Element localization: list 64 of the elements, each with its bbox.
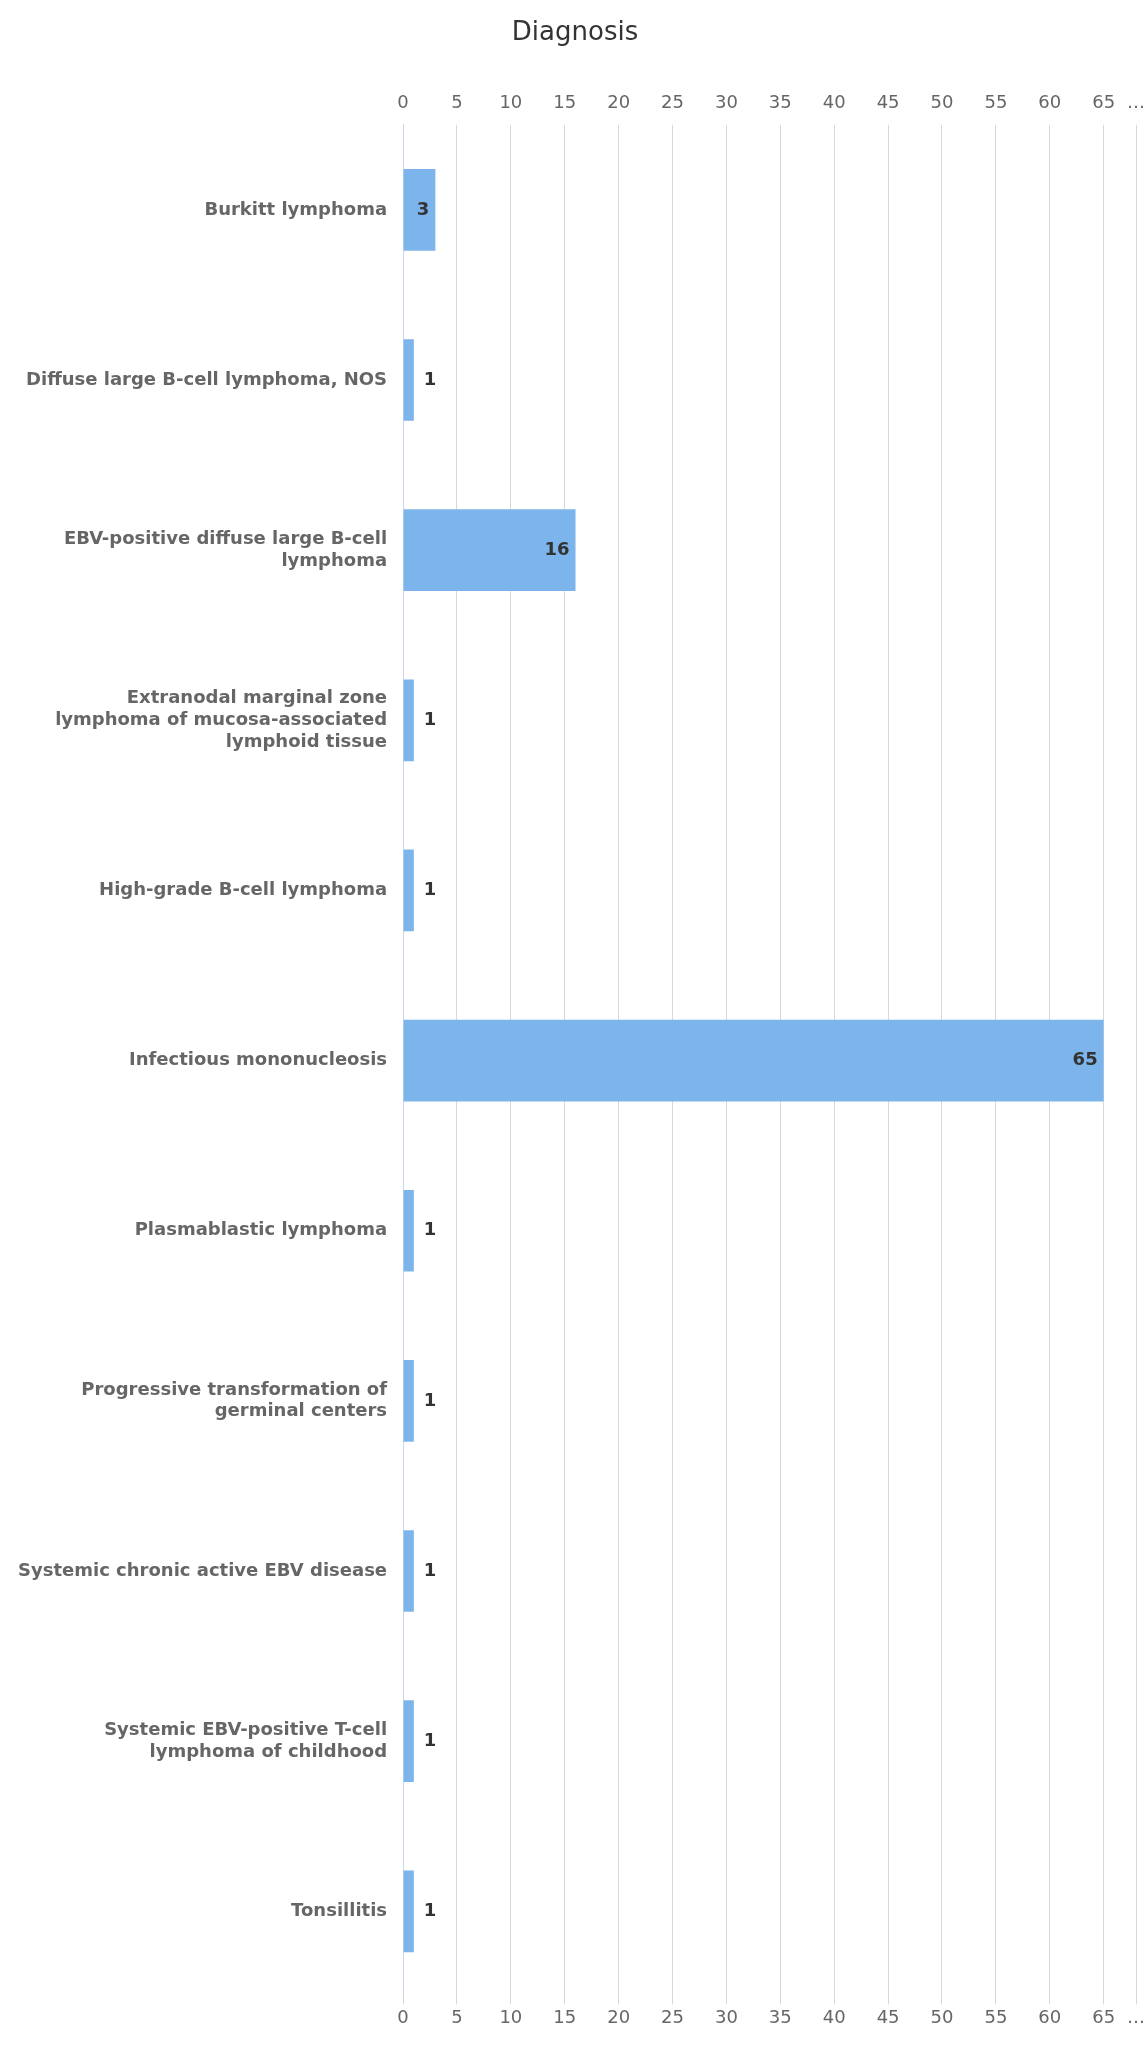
y-tick-label: Progressive transformation of germinal centers bbox=[81, 1377, 388, 1421]
data-label: 1 bbox=[423, 1388, 437, 1410]
y-tick-label: Burkitt lymphoma bbox=[204, 197, 388, 219]
x-tick-label: 65 bbox=[1092, 2005, 1116, 2027]
x-tick-label: 5 bbox=[451, 2005, 463, 2027]
y-tick-label: Systemic chronic active EBV disease bbox=[18, 1558, 388, 1580]
data-label: 1 bbox=[423, 878, 437, 900]
x2-tick-label: 25 bbox=[661, 90, 684, 112]
x2-tick-label: 15 bbox=[553, 90, 577, 112]
x2-tick-label: 60 bbox=[1038, 90, 1062, 112]
data-label: 1 bbox=[423, 1728, 437, 1750]
x-tick-label: 0 bbox=[397, 2005, 409, 2027]
bar bbox=[403, 1360, 414, 1442]
x2-tick-label: 40 bbox=[822, 90, 846, 112]
bar bbox=[403, 1700, 414, 1783]
bar bbox=[403, 1019, 1104, 1102]
y-tick-label: High-grade B-cell lymphoma bbox=[99, 878, 388, 900]
x2-tick-label: … bbox=[1127, 90, 1145, 112]
x-tick-label: 55 bbox=[984, 2005, 1008, 2027]
x-tick-label: 25 bbox=[661, 2005, 684, 2027]
x-tick-label: 20 bbox=[607, 2005, 631, 2027]
bar bbox=[403, 1870, 414, 1953]
x-tick-label: 50 bbox=[930, 2005, 954, 2027]
y-tick-label: Diffuse large B-cell lymphoma, NOS bbox=[26, 367, 388, 389]
x-tick-label: 60 bbox=[1038, 2005, 1062, 2027]
bar bbox=[403, 679, 414, 762]
x-tick-label: 10 bbox=[499, 2005, 523, 2027]
y-tick-label: Infectious mononucleosis bbox=[128, 1048, 388, 1070]
x2-tick-label: 0 bbox=[397, 90, 409, 112]
x2-tick-label: 30 bbox=[714, 90, 738, 112]
data-label: 3 bbox=[416, 197, 430, 219]
data-label: 65 bbox=[1072, 1048, 1098, 1070]
y-tick-label: EBV-positive diffuse large B-cell lymphoma bbox=[63, 527, 388, 570]
data-label: 1 bbox=[423, 367, 437, 389]
y-tick-label: Tonsillitis bbox=[291, 1899, 388, 1920]
x-tick-label: 35 bbox=[768, 2005, 792, 2027]
x2-tick-label: 10 bbox=[499, 90, 523, 112]
bar bbox=[403, 1530, 414, 1612]
y-tick-label: Extranodal marginal zone lymphoma of mucosa-associated lymphoid tissue bbox=[55, 686, 388, 751]
y-tick-label: Systemic EBV-positive T-cell lymphoma of childhood bbox=[104, 1718, 388, 1761]
bar bbox=[403, 1189, 414, 1272]
x-tick-label: 30 bbox=[714, 2005, 738, 2027]
data-label: 1 bbox=[423, 1558, 437, 1580]
x2-tick-label: 20 bbox=[607, 90, 631, 112]
x-tick-label: 15 bbox=[553, 2005, 577, 2027]
x2-tick-label: 35 bbox=[768, 90, 792, 112]
data-label: 1 bbox=[423, 707, 437, 729]
data-label: 1 bbox=[423, 1899, 437, 1920]
data-label: 1 bbox=[423, 1218, 437, 1240]
x-tick-label: 45 bbox=[876, 2005, 900, 2027]
x2-tick-label: 55 bbox=[984, 90, 1008, 112]
x2-tick-label: 5 bbox=[451, 90, 463, 112]
x-tick-label: … bbox=[1127, 2005, 1145, 2027]
x-tick-label: 40 bbox=[822, 2005, 846, 2027]
x2-tick-label: 65 bbox=[1092, 90, 1116, 112]
x2-tick-label: 50 bbox=[930, 90, 954, 112]
bar bbox=[403, 169, 436, 251]
bar bbox=[403, 509, 576, 591]
bar bbox=[403, 849, 414, 932]
x2-tick-label: 45 bbox=[876, 90, 900, 112]
chart-title: Diagnosis bbox=[511, 16, 639, 47]
data-label: 16 bbox=[544, 537, 570, 559]
bar bbox=[403, 339, 414, 421]
y-tick-label: Plasmablastic lymphoma bbox=[134, 1218, 388, 1240]
